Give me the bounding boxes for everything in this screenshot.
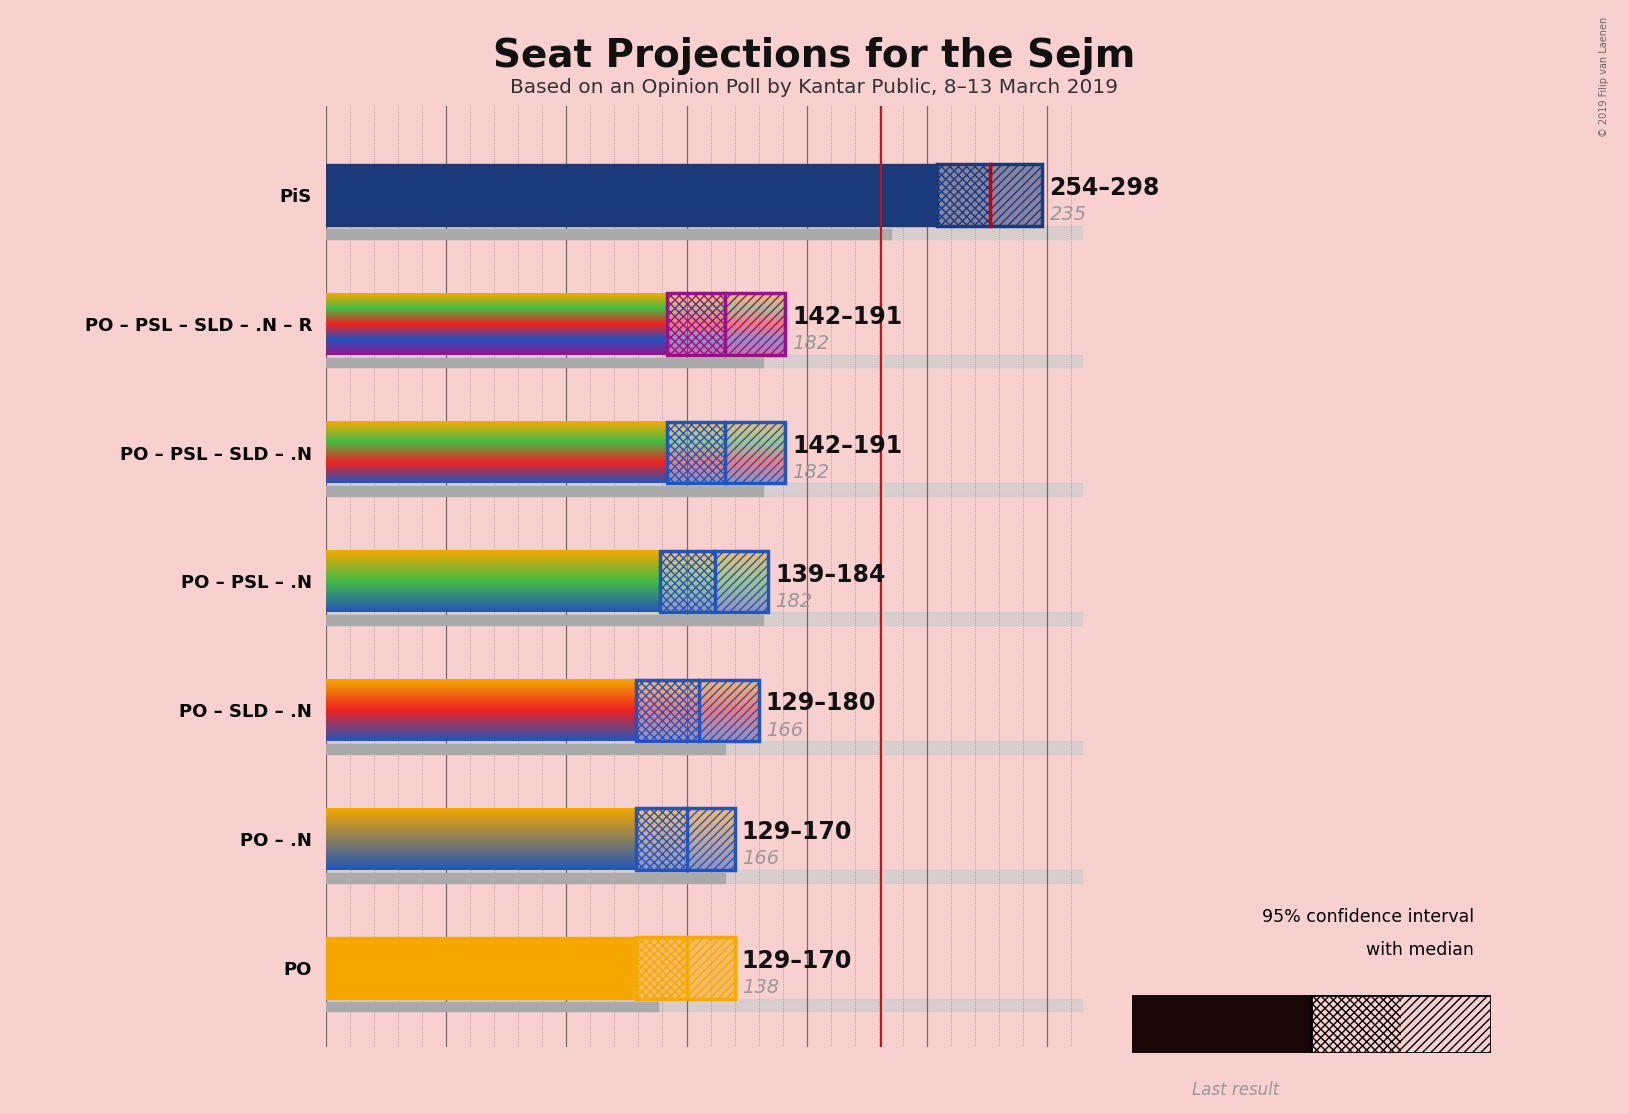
Text: Last result: Last result: [1192, 1081, 1280, 1098]
Bar: [326, 226, 1083, 238]
Bar: [635, 680, 697, 741]
Text: Based on an Opinion Poll by Kantar Public, 8–13 March 2019: Based on an Opinion Poll by Kantar Publi…: [510, 78, 1119, 97]
Bar: [668, 293, 785, 354]
Bar: [1401, 995, 1491, 1053]
Bar: [635, 937, 735, 998]
Bar: [1132, 995, 1311, 1053]
Text: 138: 138: [741, 978, 779, 997]
Bar: [635, 809, 686, 870]
Bar: [326, 358, 764, 368]
Bar: [668, 422, 727, 483]
Bar: [635, 937, 686, 998]
Bar: [697, 680, 759, 741]
Text: 182: 182: [792, 463, 829, 482]
Text: 182: 182: [775, 592, 813, 610]
Text: 129–180: 129–180: [766, 692, 876, 715]
Bar: [326, 870, 1083, 882]
Bar: [668, 422, 785, 483]
Bar: [714, 550, 769, 613]
Text: 166: 166: [741, 849, 779, 869]
Bar: [326, 741, 1083, 754]
Bar: [635, 809, 735, 870]
Bar: [326, 872, 725, 882]
Bar: [989, 164, 1043, 226]
Bar: [326, 998, 1083, 1012]
Text: 129–170: 129–170: [741, 820, 852, 844]
Bar: [326, 937, 635, 998]
Bar: [937, 164, 989, 226]
Bar: [635, 680, 759, 741]
Text: with median: with median: [1367, 941, 1474, 959]
Bar: [326, 615, 764, 625]
Bar: [660, 550, 769, 613]
Text: 182: 182: [792, 334, 829, 353]
Bar: [727, 422, 785, 483]
Text: 129–170: 129–170: [741, 949, 852, 973]
Bar: [937, 164, 1043, 226]
Bar: [1311, 995, 1491, 1053]
Bar: [326, 354, 1083, 368]
Bar: [660, 550, 714, 613]
Bar: [326, 483, 1083, 496]
Bar: [937, 164, 1043, 226]
Text: 166: 166: [766, 721, 803, 740]
Bar: [326, 164, 937, 226]
Bar: [326, 487, 764, 496]
Bar: [326, 744, 725, 754]
Text: 95% confidence interval: 95% confidence interval: [1262, 908, 1474, 926]
Bar: [326, 1001, 658, 1012]
Text: 235: 235: [1049, 205, 1087, 224]
Bar: [326, 613, 1083, 625]
Bar: [727, 293, 785, 354]
Bar: [686, 937, 735, 998]
Text: 254–298: 254–298: [1049, 176, 1160, 201]
Text: Seat Projections for the Sejm: Seat Projections for the Sejm: [494, 37, 1135, 75]
Text: 139–184: 139–184: [775, 563, 886, 586]
Bar: [326, 228, 891, 238]
Text: © 2019 Filip van Laenen: © 2019 Filip van Laenen: [1600, 17, 1609, 137]
Text: 142–191: 142–191: [792, 305, 902, 329]
Bar: [668, 293, 727, 354]
Bar: [1311, 995, 1401, 1053]
Bar: [635, 937, 735, 998]
Text: 142–191: 142–191: [792, 433, 902, 458]
Bar: [686, 809, 735, 870]
